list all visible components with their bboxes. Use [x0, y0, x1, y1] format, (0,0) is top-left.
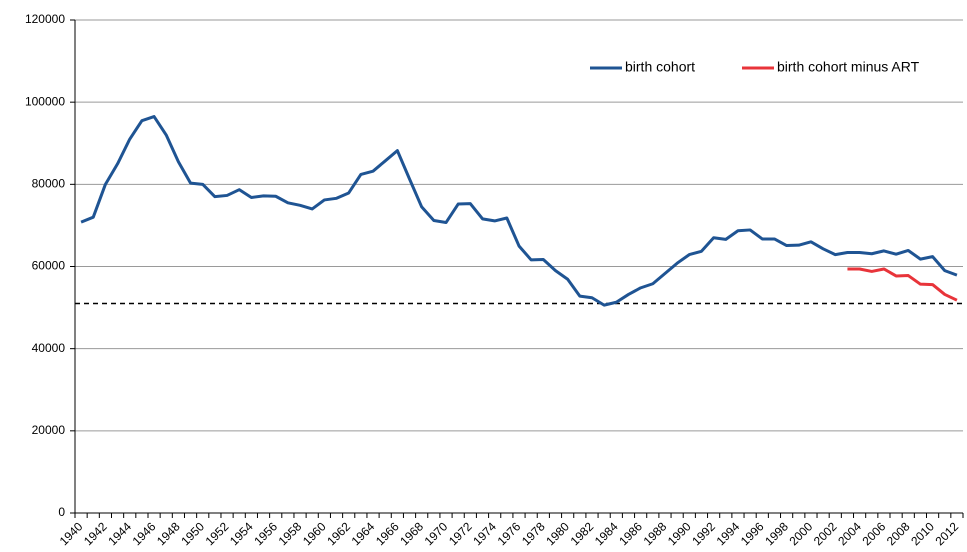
legend-label: birth cohort	[625, 59, 695, 75]
x-tick-label: 1968	[397, 519, 426, 548]
x-tick-label: 2012	[933, 519, 962, 548]
x-tick-label: 1982	[568, 519, 597, 548]
x-tick-label: 1972	[446, 519, 475, 548]
y-tick-label: 40000	[32, 341, 66, 355]
x-tick-label: 1996	[738, 519, 767, 548]
x-tick-label: 1940	[57, 519, 86, 548]
x-tick-label: 2008	[884, 519, 913, 548]
x-tick-label: 1944	[105, 519, 134, 548]
x-tick-label: 1956	[251, 519, 280, 548]
legend-label: birth cohort minus ART	[777, 59, 920, 75]
x-tick-label: 2000	[787, 519, 816, 548]
y-tick-label: 60000	[32, 259, 66, 273]
x-tick-label: 2004	[835, 519, 864, 548]
y-tick-label: 100000	[25, 94, 65, 108]
x-tick-label: 1992	[689, 519, 718, 548]
y-tick-label: 80000	[32, 177, 66, 191]
x-tick-label: 1976	[495, 519, 524, 548]
x-tick-label: 1984	[592, 519, 621, 548]
x-tick-label: 1990	[665, 519, 694, 548]
x-tick-label: 1994	[714, 519, 743, 548]
x-tick-label: 1980	[543, 519, 572, 548]
x-tick-label: 2010	[908, 519, 937, 548]
x-tick-label: 1948	[154, 519, 183, 548]
x-tick-label: 1978	[519, 519, 548, 548]
x-tick-label: 1942	[81, 519, 110, 548]
x-tick-label: 1988	[641, 519, 670, 548]
x-tick-label: 1966	[373, 519, 402, 548]
x-tick-label: 1960	[300, 519, 329, 548]
x-tick-label: 1952	[203, 519, 232, 548]
y-tick-label: 20000	[32, 423, 66, 437]
y-tick-label: 120000	[25, 12, 65, 26]
x-tick-label: 1946	[130, 519, 159, 548]
y-tick-label: 0	[58, 505, 65, 519]
x-tick-label: 1970	[422, 519, 451, 548]
x-tick-label: 2002	[811, 519, 840, 548]
x-tick-label: 1962	[324, 519, 353, 548]
legend: birth cohort birth cohort minus ART	[590, 59, 920, 75]
x-tick-label: 1950	[178, 519, 207, 548]
x-tick-label: 1974	[470, 519, 499, 548]
x-tick-label: 1964	[349, 519, 378, 548]
x-tick-label: 1954	[227, 519, 256, 548]
x-tick-label: 1958	[276, 519, 305, 548]
x-tick-label: 1986	[616, 519, 645, 548]
x-tick-label: 2006	[860, 519, 889, 548]
x-tick-label: 1998	[762, 519, 791, 548]
series-line	[80, 115, 958, 307]
series-line	[847, 267, 958, 302]
